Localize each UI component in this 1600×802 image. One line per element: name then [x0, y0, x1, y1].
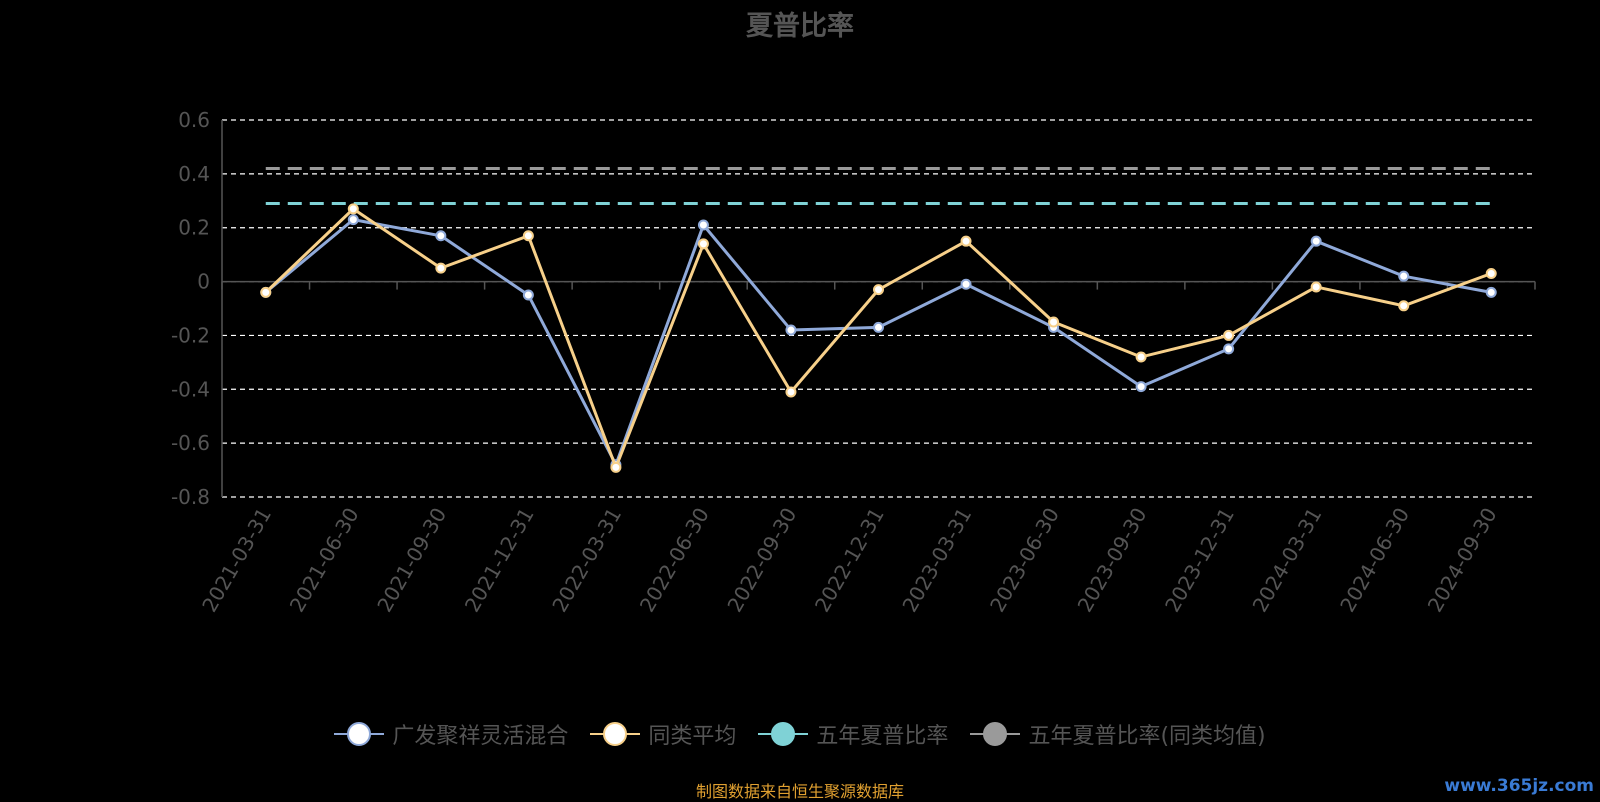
data-point[interactable] — [1398, 270, 1410, 282]
y-tick-label: 0.4 — [178, 162, 210, 186]
legend-dot-icon — [603, 722, 628, 746]
data-point[interactable] — [435, 262, 447, 274]
watermark: www.365jz.com — [1444, 776, 1594, 796]
x-tick-label: 2021-12-31 — [460, 504, 539, 617]
data-point[interactable] — [260, 286, 272, 298]
data-point[interactable] — [697, 238, 709, 250]
chart-title: 夏普比率 — [746, 11, 854, 42]
x-tick-label: 2023-09-30 — [1073, 504, 1152, 617]
data-point[interactable] — [1310, 281, 1322, 293]
legend-item-five-year-sharpe[interactable]: 五年夏普比率 — [758, 718, 948, 750]
data-point[interactable] — [1048, 316, 1060, 328]
data-point[interactable] — [522, 230, 534, 242]
y-tick-label: -0.2 — [171, 323, 210, 347]
legend-dot-icon — [347, 722, 372, 746]
data-point[interactable] — [1223, 329, 1235, 341]
data-point[interactable] — [785, 386, 797, 398]
data-point[interactable] — [1135, 381, 1147, 393]
y-tick-label: 0.2 — [178, 216, 210, 240]
series-line — [264, 207, 1492, 469]
x-tick-label: 2024-06-30 — [1335, 504, 1414, 617]
legend-marker-icon — [970, 721, 1021, 747]
data-point[interactable] — [873, 321, 884, 333]
data-point[interactable] — [960, 278, 972, 290]
legend-dot-icon — [771, 722, 796, 746]
legend-label: 五年夏普比率 — [816, 724, 949, 749]
x-tick-label: 2023-12-31 — [1160, 504, 1239, 617]
legend: 广发聚祥灵活混合 同类平均 五年夏普比率 五年夏普比率(同类均值) — [0, 718, 1600, 750]
y-tick-label: -0.8 — [171, 485, 210, 509]
data-point[interactable] — [347, 214, 359, 226]
data-point[interactable] — [435, 230, 447, 242]
data-point[interactable] — [1223, 343, 1235, 355]
legend-item-category-average[interactable]: 同类平均 — [590, 718, 736, 750]
legend-label: 同类平均 — [648, 724, 737, 749]
data-point[interactable] — [697, 219, 709, 231]
legend-label: 广发聚祥灵活混合 — [392, 724, 569, 749]
line-chart: 0.60.40.20-0.2-0.4-0.6-0.8 2021-03-31 202… — [171, 108, 1536, 617]
x-tick-label: 2021-09-30 — [372, 504, 451, 617]
x-tick-label: 2021-03-31 — [197, 504, 276, 617]
x-tick-label: 2022-12-31 — [810, 504, 889, 617]
reference-lines — [265, 166, 1492, 205]
data-point[interactable] — [1485, 286, 1497, 298]
legend-label: 五年夏普比率(同类均值) — [1028, 724, 1266, 749]
y-axis-ticks: 0.6 0.4 0.2 0 -0.2 -0.4 -0.6 -0.8 — [171, 108, 210, 509]
legend-item-fund[interactable]: 广发聚祥灵活混合 — [334, 718, 568, 750]
data-point[interactable] — [347, 203, 359, 215]
x-tick-label: 2023-06-30 — [985, 504, 1064, 617]
legend-marker-icon — [758, 721, 809, 747]
data-point[interactable] — [1135, 351, 1147, 363]
legend-marker-icon — [590, 721, 641, 747]
y-tick-label: -0.6 — [171, 431, 210, 455]
x-tick-label: 2022-09-30 — [722, 504, 801, 617]
x-axis-ticks: 2021-03-31 2021-06-30 2021-09-30 2021-12-31… — [197, 504, 1501, 617]
y-tick-label: -0.4 — [171, 377, 210, 401]
data-point[interactable] — [1485, 267, 1497, 279]
x-tick-label: 2024-03-31 — [1248, 504, 1327, 617]
x-tick-label: 2023-03-31 — [897, 504, 976, 617]
x-tick-label: 2022-03-31 — [547, 504, 626, 617]
legend-dot-icon — [983, 722, 1008, 746]
axes — [221, 120, 1536, 497]
data-point[interactable] — [522, 289, 534, 301]
series-lines — [260, 203, 1497, 473]
x-tick-label: 2022-06-30 — [635, 504, 714, 617]
y-tick-label: 0.6 — [178, 108, 210, 132]
x-tick-label: 2024-09-30 — [1423, 504, 1502, 617]
legend-item-five-year-sharpe-average[interactable]: 五年夏普比率(同类均值) — [970, 718, 1266, 750]
grid-lines — [222, 119, 1535, 498]
legend-marker-icon — [334, 721, 385, 747]
data-point[interactable] — [785, 324, 797, 336]
data-point[interactable] — [873, 284, 884, 296]
data-point[interactable] — [1310, 235, 1322, 247]
data-point[interactable] — [1398, 300, 1410, 312]
data-point[interactable] — [960, 235, 972, 247]
series-line — [264, 218, 1492, 467]
data-point[interactable] — [610, 461, 622, 473]
source-note: 制图数据来自恒生聚源数据库 — [695, 782, 904, 801]
y-tick-label: 0 — [197, 270, 210, 294]
x-tick-label: 2021-06-30 — [285, 504, 364, 617]
